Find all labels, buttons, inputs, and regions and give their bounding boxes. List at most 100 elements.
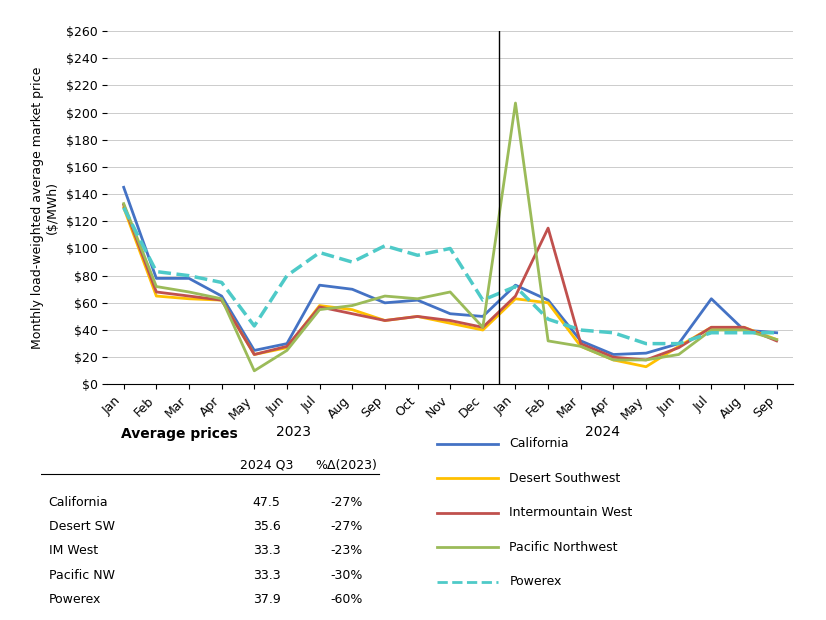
Desert Southwest: [412, 312, 422, 320]
Powerex: [706, 329, 716, 337]
California: [706, 295, 716, 303]
Intermountain West: [412, 312, 422, 320]
Desert Southwest: [544, 299, 553, 306]
Desert Southwest: [282, 344, 292, 352]
California: [609, 351, 619, 358]
Powerex: [674, 340, 684, 347]
California: [151, 275, 161, 282]
Text: Desert Southwest: Desert Southwest: [510, 472, 620, 485]
Powerex: [576, 326, 586, 334]
Powerex: [478, 296, 488, 304]
Pacific Northwest: [510, 99, 520, 107]
Text: -27%: -27%: [330, 520, 363, 533]
Intermountain West: [119, 202, 129, 209]
Powerex: [216, 279, 226, 286]
Text: -23%: -23%: [330, 544, 363, 557]
Pacific Northwest: [119, 200, 129, 207]
Pacific Northwest: [478, 324, 488, 331]
Pacific Northwest: [282, 347, 292, 354]
Powerex: [282, 272, 292, 280]
California: [445, 310, 455, 317]
Pacific Northwest: [347, 302, 357, 309]
Powerex: [347, 259, 357, 266]
California: [641, 350, 651, 357]
Pacific Northwest: [771, 336, 781, 343]
California: [739, 326, 749, 334]
Desert Southwest: [184, 295, 194, 303]
Intermountain West: [510, 293, 520, 300]
Desert Southwest: [641, 363, 651, 371]
Text: -60%: -60%: [330, 593, 363, 606]
Line: Pacific Northwest: Pacific Northwest: [124, 103, 776, 371]
Text: California: California: [510, 438, 569, 450]
Text: 35.6: 35.6: [253, 520, 281, 533]
Pacific Northwest: [412, 295, 422, 303]
Intermountain West: [478, 324, 488, 331]
Desert Southwest: [706, 324, 716, 331]
Text: Powerex: Powerex: [49, 593, 101, 606]
Intermountain West: [151, 288, 161, 296]
Powerex: [119, 204, 129, 211]
Intermountain West: [576, 340, 586, 347]
California: [119, 184, 129, 191]
Intermountain West: [674, 344, 684, 352]
California: [576, 337, 586, 345]
Powerex: [315, 249, 325, 256]
California: [282, 340, 292, 347]
Desert Southwest: [510, 295, 520, 303]
Intermountain West: [249, 351, 259, 358]
Pacific Northwest: [315, 306, 325, 313]
California: [771, 329, 781, 337]
Desert Southwest: [151, 293, 161, 300]
Pacific Northwest: [674, 351, 684, 358]
Desert Southwest: [445, 319, 455, 327]
California: [674, 340, 684, 347]
Y-axis label: Monthly load-weighted average market price
($/MWh): Monthly load-weighted average market pri…: [31, 66, 59, 349]
Intermountain West: [609, 353, 619, 361]
Line: California: California: [124, 187, 776, 355]
California: [478, 312, 488, 320]
Text: 47.5: 47.5: [253, 496, 281, 509]
Text: Average prices: Average prices: [121, 427, 238, 441]
Intermountain West: [315, 303, 325, 311]
Intermountain West: [380, 317, 390, 324]
Intermountain West: [445, 317, 455, 324]
Intermountain West: [184, 293, 194, 300]
Intermountain West: [282, 343, 292, 350]
Text: 2024: 2024: [586, 425, 620, 439]
Pacific Northwest: [609, 356, 619, 364]
Text: 37.9: 37.9: [253, 593, 281, 606]
Text: Desert SW: Desert SW: [49, 520, 115, 533]
Pacific Northwest: [249, 367, 259, 374]
Powerex: [641, 340, 651, 347]
Pacific Northwest: [151, 283, 161, 290]
Desert Southwest: [119, 204, 129, 211]
Pacific Northwest: [216, 295, 226, 303]
California: [347, 286, 357, 293]
Pacific Northwest: [544, 337, 553, 345]
Intermountain West: [216, 296, 226, 304]
California: [510, 281, 520, 289]
Desert Southwest: [249, 351, 259, 358]
Pacific Northwest: [576, 343, 586, 350]
Text: Pacific Northwest: Pacific Northwest: [510, 541, 618, 554]
Powerex: [184, 272, 194, 280]
California: [315, 281, 325, 289]
Text: 2023: 2023: [276, 425, 311, 439]
California: [249, 347, 259, 354]
California: [380, 299, 390, 306]
Powerex: [771, 329, 781, 337]
Pacific Northwest: [739, 326, 749, 334]
Powerex: [510, 283, 520, 290]
California: [184, 275, 194, 282]
Intermountain West: [739, 324, 749, 331]
Desert Southwest: [315, 302, 325, 309]
Text: Intermountain West: Intermountain West: [510, 507, 633, 519]
Text: 2024 Q3: 2024 Q3: [240, 459, 293, 472]
Text: 33.3: 33.3: [253, 569, 281, 582]
Powerex: [380, 242, 390, 249]
California: [412, 296, 422, 304]
Powerex: [739, 329, 749, 337]
Line: Powerex: Powerex: [124, 208, 776, 343]
Desert Southwest: [380, 317, 390, 324]
